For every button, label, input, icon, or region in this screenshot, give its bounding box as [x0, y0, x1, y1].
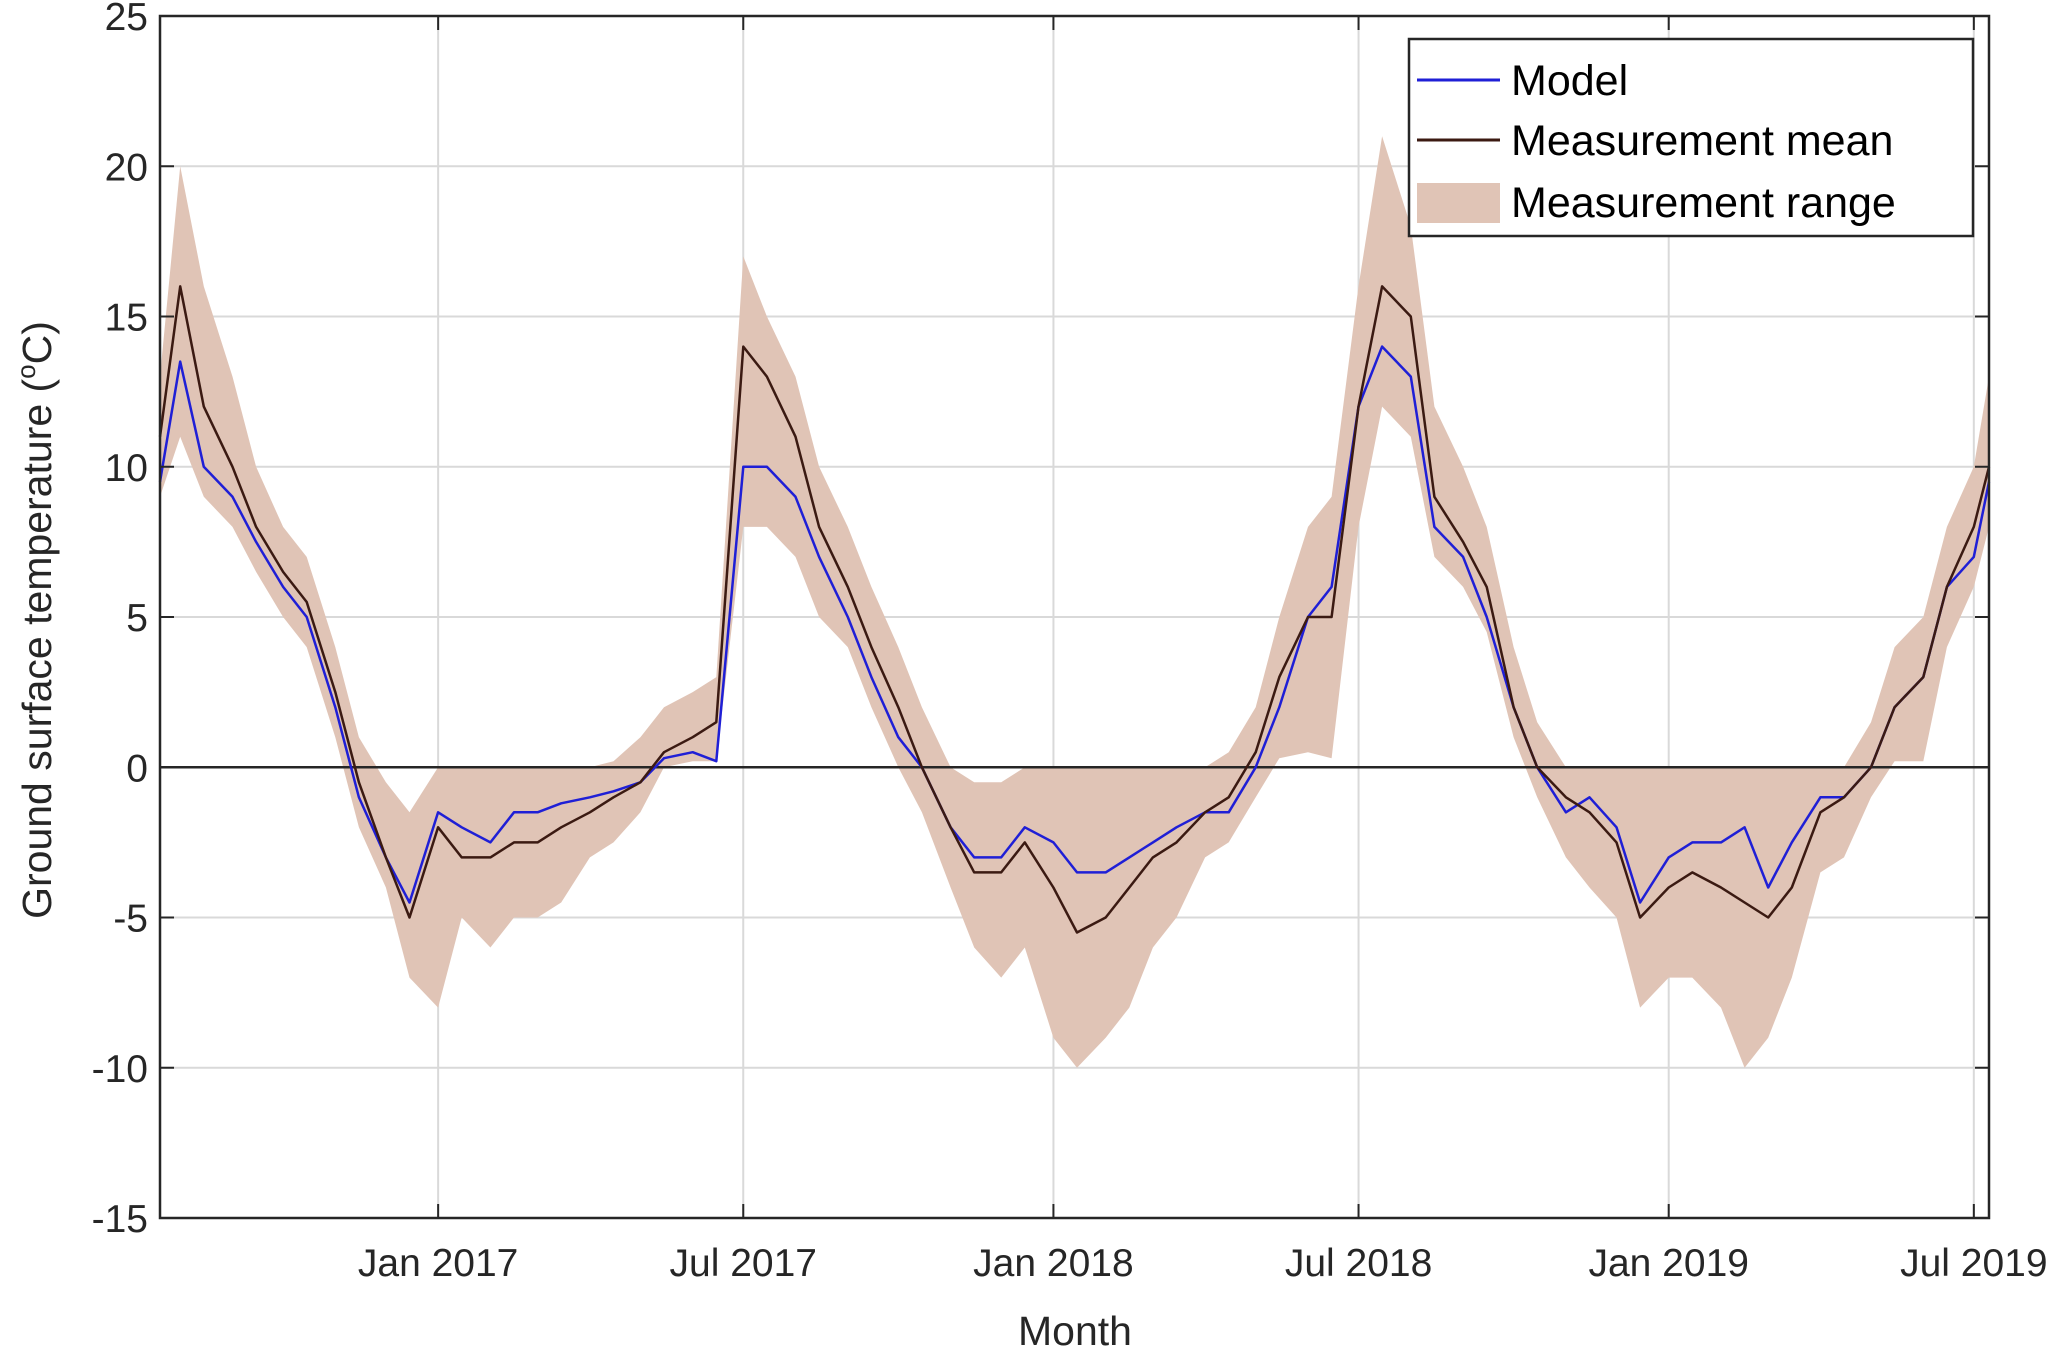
- x-tick-label: Jan 2019: [1588, 1242, 1748, 1285]
- y-tick-label: -15: [92, 1198, 148, 1241]
- x-tick-label: Jan 2018: [973, 1242, 1133, 1285]
- y-tick-layer: -15 -10 -5 0 5 10 15 20 25: [92, 0, 1989, 1241]
- y-tick-label: 5: [126, 597, 148, 640]
- legend-model-label: Model: [1511, 57, 1628, 105]
- y-tick-label: 10: [105, 447, 148, 490]
- legend-box: [1407, 37, 1975, 238]
- legend-mean-label: Measurement mean: [1511, 117, 1893, 165]
- measurement-range-band: [160, 136, 1989, 1068]
- y-tick-label: 15: [105, 297, 148, 340]
- range-band-layer: [160, 136, 1989, 1068]
- x-tick-label: Jul 2019: [1900, 1242, 2047, 1285]
- x-tick-layer: Jan 2017 Jul 2017 Jan 2018 Jul 2018 Jan 2019…: [358, 16, 2048, 1285]
- series-line-layer: [158, 285, 1991, 934]
- model-line: [158, 345, 1991, 904]
- y-axis-title-degree: o: [11, 364, 41, 378]
- x-tick-label: Jul 2017: [670, 1242, 817, 1285]
- x-axis-title: Month: [1018, 1308, 1132, 1353]
- y-tick-label: -10: [92, 1048, 148, 1091]
- legend-range-label: Measurement range: [1511, 179, 1896, 227]
- y-axis-title-main: Ground surface temperature (: [14, 378, 60, 918]
- y-tick-label: 0: [126, 747, 148, 790]
- y-tick-label: 20: [105, 146, 148, 189]
- x-tick-label: Jan 2017: [358, 1242, 518, 1285]
- legend-range-swatch: [1417, 183, 1500, 223]
- legend: Model Measurement mean Measurement range: [1407, 37, 1975, 238]
- x-tick-label: Jul 2018: [1285, 1242, 1432, 1285]
- y-axis-title-unit: C): [14, 321, 60, 364]
- measurement-mean-line: [158, 285, 1991, 934]
- y-axis-title: Ground surface temperature (oC): [11, 321, 60, 919]
- y-tick-label: -5: [113, 898, 148, 941]
- y-tick-label: 25: [105, 0, 148, 39]
